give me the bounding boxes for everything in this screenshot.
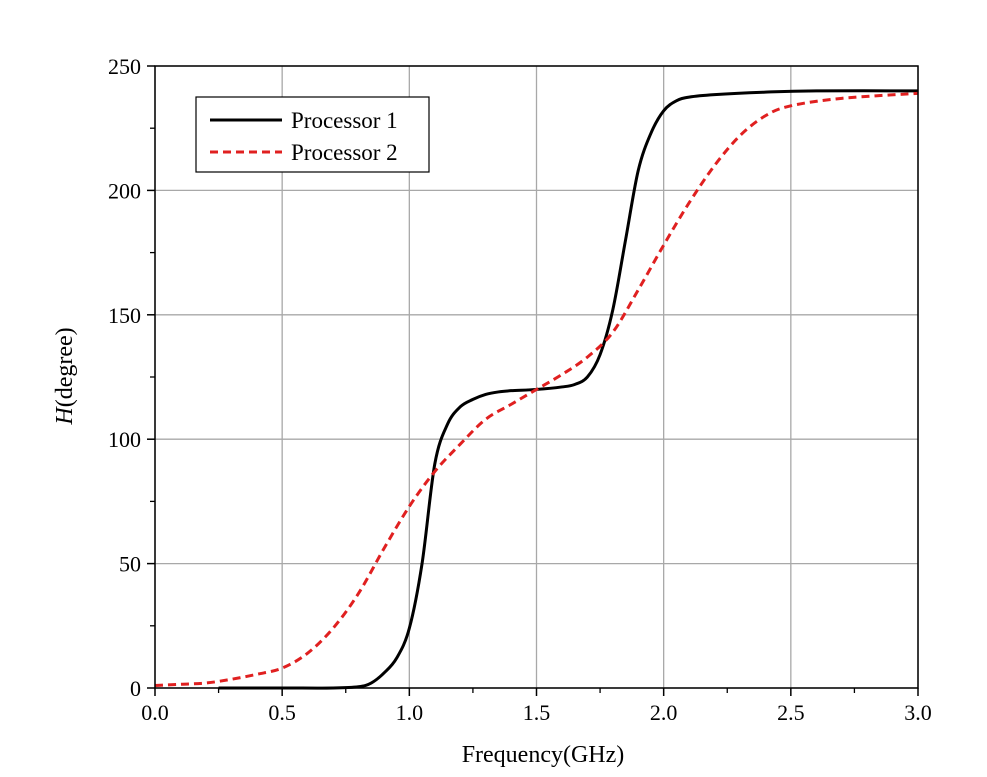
y-tick-label: 100: [108, 427, 141, 452]
x-tick-label: 3.0: [904, 700, 932, 725]
x-tick-label: 0.5: [268, 700, 296, 725]
y-axis-title: H(degree): [52, 327, 78, 425]
x-tick-label: 1.0: [396, 700, 424, 725]
y-tick-label: 150: [108, 303, 141, 328]
y-axis-title-italic: H: [52, 406, 78, 426]
tick-labels: 0.0 0.5 1.0 1.5 2.0 2.5 3.0 0 50 100 150 200 250: [108, 54, 932, 725]
x-tick-label: 1.5: [523, 700, 551, 725]
x-tick-label: 2.5: [777, 700, 805, 725]
y-tick-label: 200: [108, 178, 141, 203]
legend: Processor 1 Processor 2: [195, 96, 430, 173]
y-tick-label: 50: [119, 552, 141, 577]
legend-label-processor-2: Processor 2: [291, 140, 398, 165]
series-layer: [154, 89, 919, 690]
x-tick-label: 2.0: [650, 700, 678, 725]
y-axis-title-unit: (degree): [52, 327, 78, 407]
series-line-processor-2: [154, 91, 919, 688]
y-tick-label: 250: [108, 54, 141, 79]
axis-ticks: [147, 65, 919, 696]
x-tick-label: 0.0: [141, 700, 169, 725]
series-line-processor-1: [218, 89, 919, 690]
x-axis-title: Frequency(GHz): [462, 742, 625, 768]
legend-box: [195, 96, 430, 173]
legend-label-processor-1: Processor 1: [291, 108, 398, 133]
y-tick-label: 0: [130, 676, 141, 701]
